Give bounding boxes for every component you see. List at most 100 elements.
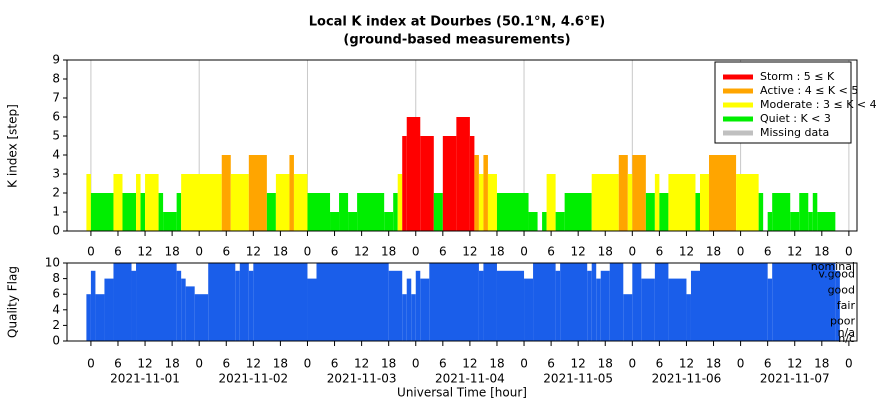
x-tick-label: 0 — [737, 357, 745, 371]
y-tick-label: 0 — [52, 334, 60, 348]
x-tick-label: 6 — [656, 357, 664, 371]
plot-frame — [66, 59, 858, 232]
y-tick-label: 7 — [52, 91, 60, 105]
x-tick-label: 18 — [273, 357, 288, 371]
x-tick-label: 0 — [628, 357, 636, 371]
y-tick-label: 3 — [52, 167, 60, 181]
bar — [524, 278, 534, 341]
bar — [393, 193, 398, 231]
x-tick-label: 0 — [520, 357, 528, 371]
x-tick-label: 6 — [331, 357, 339, 371]
x-tick-label: 6 — [114, 357, 122, 371]
bar — [699, 174, 710, 231]
bar — [307, 193, 331, 231]
y-tick-label: 2 — [52, 186, 60, 200]
x-tick-label: 0 — [737, 245, 745, 259]
bar — [483, 155, 488, 231]
x-tick-label: 6 — [764, 357, 772, 371]
bar — [555, 270, 561, 341]
bar — [230, 174, 249, 231]
bar — [140, 193, 146, 231]
bar — [528, 212, 538, 231]
bar — [136, 174, 141, 231]
legend-label: Storm : 5 ≤ K — [760, 70, 835, 83]
x-tick-label: 0 — [195, 357, 203, 371]
x-tick-label: 12 — [679, 357, 694, 371]
x-tick-label: 12 — [246, 357, 261, 371]
y-tick-label: 9 — [52, 53, 60, 67]
legend-label: Missing data — [760, 126, 829, 139]
bar — [772, 263, 836, 341]
y-tick-label: 8 — [52, 271, 60, 285]
x-tick-label: 12 — [462, 357, 477, 371]
bar — [668, 174, 696, 231]
bar — [248, 155, 267, 231]
bar — [817, 212, 836, 231]
bar — [591, 263, 597, 341]
y-tick-label: 0 — [52, 224, 60, 238]
x-tick-label: 18 — [381, 245, 396, 259]
bar — [478, 174, 484, 231]
bar — [767, 212, 773, 231]
bar — [632, 263, 642, 341]
bar — [609, 263, 624, 341]
bar — [758, 193, 764, 231]
bar — [456, 117, 470, 231]
bar — [627, 174, 633, 231]
date-label: 2021-11-02 — [218, 372, 288, 386]
x-tick-label: 0 — [412, 357, 420, 371]
x-tick-label: 18 — [164, 245, 179, 259]
x-tick-label: 6 — [439, 245, 447, 259]
x-tick-label: 18 — [598, 357, 613, 371]
bar — [474, 155, 479, 231]
bar — [659, 193, 669, 231]
x-tick-label: 12 — [571, 245, 586, 259]
bar — [415, 270, 421, 341]
bar — [835, 270, 840, 341]
x-tick-label: 18 — [489, 245, 504, 259]
bar — [668, 278, 687, 341]
bar — [641, 278, 655, 341]
x-tick-label: 6 — [331, 245, 339, 259]
bar — [767, 278, 773, 341]
y-tick-label: 10 — [45, 256, 60, 270]
bar — [654, 263, 669, 341]
bar — [496, 193, 529, 231]
bars — [86, 263, 840, 341]
bar — [546, 174, 556, 231]
bar — [632, 155, 646, 231]
date-label: 2021-11-07 — [760, 372, 830, 386]
bar — [176, 270, 182, 341]
x-tick-label: 12 — [354, 245, 369, 259]
bar — [406, 278, 412, 341]
legend-label: Active : 4 ≤ K < 5 — [760, 84, 858, 97]
x-tick-label: 0 — [304, 357, 312, 371]
bar — [799, 193, 809, 231]
bar — [411, 294, 416, 341]
date-label: 2021-11-05 — [543, 372, 613, 386]
bar — [122, 193, 137, 231]
bar — [564, 193, 592, 231]
bar — [686, 294, 691, 341]
bar — [145, 174, 159, 231]
x-tick-label: 0 — [195, 245, 203, 259]
x-tick-label: 6 — [547, 245, 555, 259]
y-tick-label: 6 — [52, 110, 60, 124]
date-label: 2021-11-04 — [435, 372, 505, 386]
y-tick-label: 8 — [52, 72, 60, 86]
bar — [194, 294, 209, 341]
y-axis-label: K index [step] — [6, 104, 20, 188]
bar — [330, 212, 340, 231]
x-tick-label: 6 — [222, 245, 230, 259]
x-tick-label: 12 — [787, 245, 802, 259]
quality-label: n/a — [838, 326, 855, 339]
bar — [469, 136, 475, 231]
bar — [596, 278, 601, 341]
chart-subtitle: (ground-based measurements) — [343, 33, 570, 48]
x-tick-label: 18 — [706, 357, 721, 371]
x-tick-label: 6 — [439, 357, 447, 371]
x-tick-label: 0 — [628, 245, 636, 259]
quality-label: good — [828, 283, 855, 296]
x-tick-label: 18 — [814, 357, 829, 371]
bar — [420, 136, 434, 231]
